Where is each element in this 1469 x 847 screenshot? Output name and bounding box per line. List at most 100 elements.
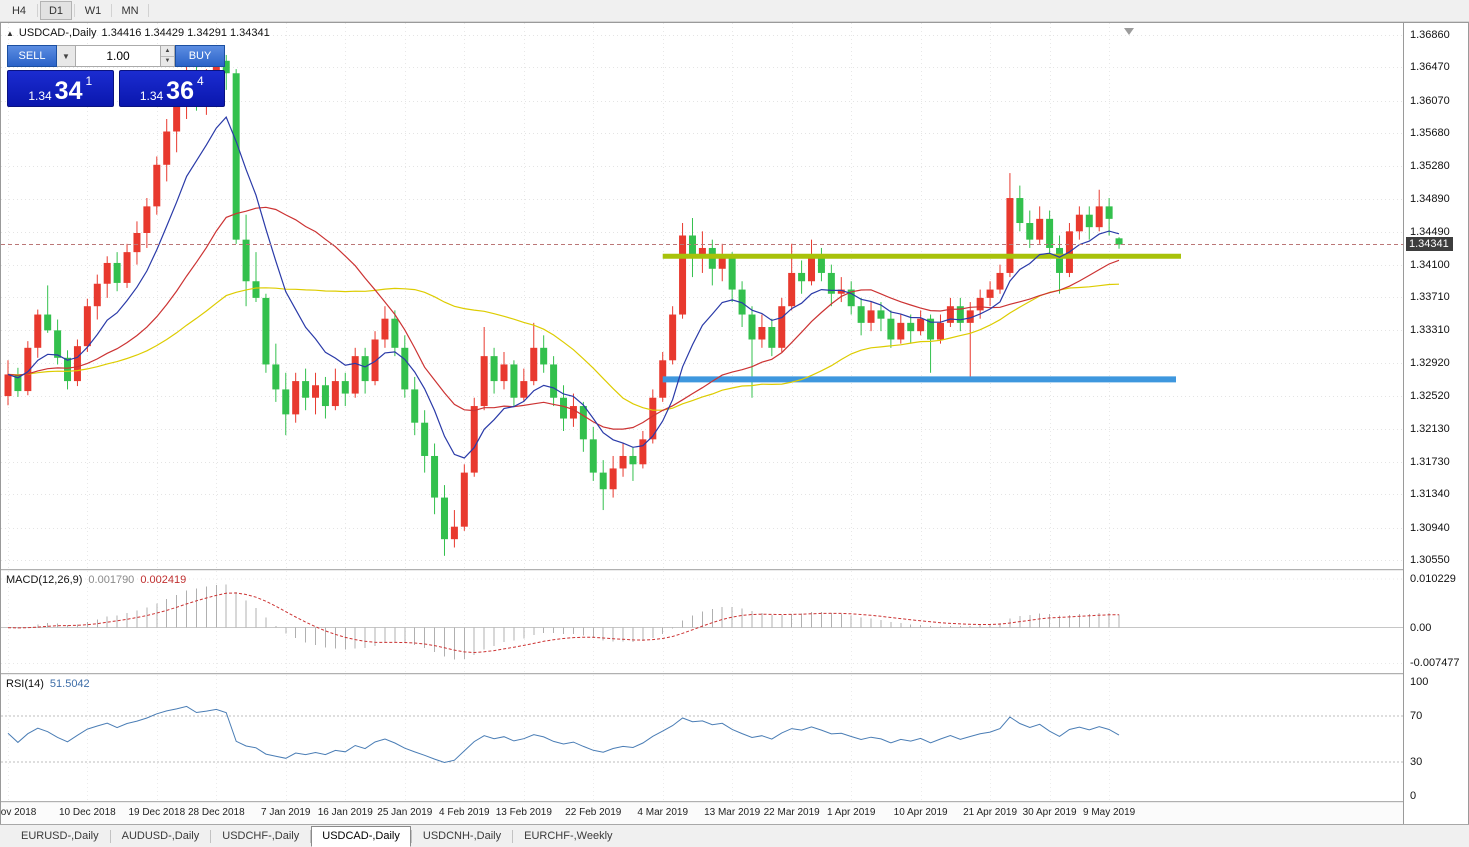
tab-usdchf-daily[interactable]: USDCHF-,Daily [222, 830, 300, 842]
timeframe-button-w1[interactable]: W1 [84, 4, 102, 17]
price-tick-label: 1.31730 [1410, 455, 1450, 468]
date-label: 9 May 2019 [1082, 807, 1136, 818]
tab-usdcnh-daily[interactable]: USDCNH-,Daily [422, 830, 502, 842]
tab-usdcad-daily[interactable]: USDCAD-,Daily [311, 826, 411, 847]
rsi-indicator-pane[interactable]: RSI(14) 51.5042 [1, 675, 1403, 801]
date-label: 7 Jan 2019 [261, 807, 311, 818]
macd-signal-value: 0.002419 [140, 574, 187, 586]
price-tick-label: 1.34490 [1410, 226, 1450, 239]
tab-eurchf-weekly[interactable]: EURCHF-,Weekly [524, 830, 613, 842]
price-tick-label: 1.34100 [1410, 258, 1450, 271]
tab-separator [310, 830, 312, 843]
sell-price-prefix: 1.34 [28, 89, 52, 103]
rsi-tick-label: 70 [1410, 710, 1423, 723]
rsi-tick-label: 0 [1410, 790, 1417, 802]
macd-name: MACD(12,26,9) [6, 574, 83, 586]
price-tick-label: 1.33710 [1410, 291, 1450, 304]
chart-title: ▲ USDCAD-,Daily 1.34416 1.34429 1.34291 … [6, 27, 270, 39]
price-tick-label: 1.36470 [1410, 61, 1450, 74]
price-axis[interactable]: 1.34341 1.36860 1.36470 1.36070 1.35680 1.35… [1403, 23, 1468, 824]
chart-window: ▲ USDCAD-,Daily 1.34416 1.34429 1.34291 … [0, 22, 1469, 825]
buy-button[interactable]: BUY [175, 45, 225, 67]
date-label: 13 Mar 2019 [704, 807, 761, 818]
chart-ohlc-values: 1.34416 1.34429 1.34291 1.34341 [101, 27, 270, 39]
tab-separator [210, 830, 212, 843]
price-tick-label: 1.32520 [1410, 390, 1450, 403]
date-label: 30 Nov 2018 [0, 807, 37, 818]
macd-tick-label: 0.010229 [1410, 572, 1456, 585]
date-label: 22 Mar 2019 [763, 807, 820, 818]
volume-input[interactable] [76, 45, 161, 67]
buy-price-big-digits: 36 [166, 77, 194, 105]
volume-down-icon[interactable]: ▼ [161, 56, 174, 66]
rsi-tick-label: 100 [1410, 676, 1429, 688]
macd-indicator-pane[interactable]: MACD(12,26,9) 0.001790 0.002419 [1, 571, 1403, 673]
main-chart-canvas[interactable] [1, 23, 1403, 569]
toolbar-separator [148, 4, 149, 17]
volume-up-icon[interactable]: ▲ [161, 46, 174, 57]
volume-dropdown-icon[interactable]: ▼ [57, 45, 76, 67]
macd-histogram [17, 584, 1120, 660]
volume-stepper[interactable]: ▲ ▼ [161, 45, 175, 67]
sell-button[interactable]: SELL [7, 45, 57, 67]
tab-audusd-daily[interactable]: AUDUSD-,Daily [121, 830, 200, 842]
price-tick-label: 1.32130 [1410, 422, 1450, 435]
macd-canvas[interactable] [1, 571, 1403, 673]
date-label: 1 Apr 2019 [827, 807, 876, 818]
buy-price-pip-digit: 4 [196, 74, 204, 88]
rsi-value: 51.5042 [49, 678, 90, 690]
date-label: 22 Feb 2019 [565, 807, 622, 818]
sell-price-big-digits: 34 [54, 77, 83, 105]
date-label: 16 Jan 2019 [317, 807, 373, 818]
current-price-tag: 1.34341 [1406, 236, 1453, 251]
macd-tick-label: 0.00 [1410, 621, 1432, 634]
price-tick-label: 1.36860 [1410, 28, 1450, 41]
macd-label: MACD(12,26,9) 0.001790 0.002419 [6, 574, 186, 586]
macd-signal-line [7, 592, 1120, 654]
main-chart-pane[interactable]: ▲ USDCAD-,Daily 1.34416 1.34429 1.34291 … [1, 23, 1403, 569]
macd-main-value: 0.001790 [88, 574, 135, 586]
rsi-name: RSI(14) [6, 678, 44, 690]
price-tick-label: 1.32920 [1410, 356, 1450, 369]
pane-splitter[interactable] [1, 673, 1403, 675]
date-label: 19 Dec 2018 [128, 807, 186, 818]
chart-plot-column: ▲ USDCAD-,Daily 1.34416 1.34429 1.34291 … [0, 23, 1403, 824]
price-tick-label: 1.30550 [1410, 553, 1450, 566]
timeframe-button-mn[interactable]: MN [121, 4, 139, 17]
sell-price-pip-digit: 1 [85, 74, 93, 88]
date-label: 4 Feb 2019 [439, 807, 490, 818]
date-label: 25 Jan 2019 [377, 807, 433, 818]
timeframe-toolbar: H4 D1 W1 MN [0, 0, 1469, 22]
sell-price-box[interactable]: 1.34 34 1 [7, 70, 114, 107]
pane-splitter[interactable] [1, 569, 1403, 571]
timeframe-button-d1[interactable]: D1 [40, 1, 72, 20]
chart-symbol-label: USDCAD-,Daily [18, 27, 97, 39]
date-label: 4 Mar 2019 [637, 807, 689, 818]
date-label: 28 Dec 2018 [187, 807, 245, 818]
chart-shift-marker-icon[interactable] [1124, 28, 1134, 35]
buy-price-prefix: 1.34 [139, 89, 164, 103]
rsi-tick-label: 30 [1410, 755, 1423, 768]
toolbar-separator [74, 4, 75, 17]
tab-eurusd-daily[interactable]: EURUSD-,Daily [21, 830, 99, 842]
toolbar-separator [37, 4, 38, 17]
date-label: 10 Apr 2019 [893, 807, 948, 818]
tab-separator [410, 830, 412, 843]
candles-layer [4, 53, 1123, 556]
rsi-label: RSI(14) 51.5042 [6, 678, 90, 690]
buy-price-box[interactable]: 1.34 36 4 [118, 70, 225, 107]
chart-tab-bar: EURUSD-,Daily AUDUSD-,Daily USDCHF-,Daily U… [0, 824, 1469, 847]
price-tick-label: 1.36070 [1410, 94, 1450, 107]
date-label: 30 Apr 2019 [1022, 807, 1077, 818]
rsi-canvas[interactable] [1, 675, 1403, 801]
price-tick-label: 1.33310 [1410, 324, 1450, 337]
tab-separator [512, 830, 514, 843]
timeframe-button-h4[interactable]: H4 [11, 4, 27, 17]
date-label: 21 Apr 2019 [963, 807, 1018, 818]
pane-splitter[interactable] [1, 801, 1403, 803]
price-tick-label: 1.34890 [1410, 192, 1450, 205]
macd-tick-label: -0.007477 [1410, 657, 1460, 670]
panel-collapse-icon[interactable]: ▲ [6, 28, 14, 38]
